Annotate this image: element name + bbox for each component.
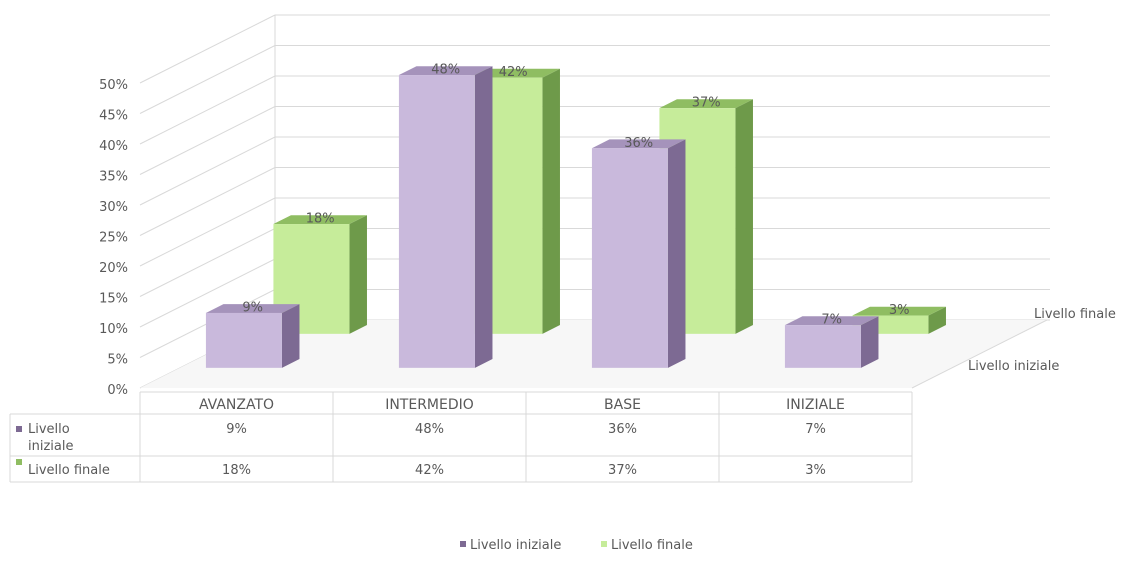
y-tick-label: 20%	[99, 261, 128, 276]
depth-axis-label: Livello iniziale	[968, 359, 1059, 374]
gridline-side	[139, 45, 276, 114]
bar-side	[735, 99, 753, 334]
y-tick-label: 10%	[99, 322, 128, 337]
x-tick-label: INTERMEDIO	[385, 397, 474, 413]
y-tick-label: 0%	[107, 383, 128, 398]
table-cell: 37%	[608, 463, 637, 478]
table-cell: 18%	[222, 463, 251, 478]
bar-top	[784, 316, 879, 326]
gridline-side	[139, 14, 276, 84]
y-tick-label: 45%	[99, 109, 128, 124]
bar-top	[591, 139, 686, 149]
data-label: 36%	[624, 136, 653, 151]
data-label: 37%	[692, 96, 721, 111]
row-header: iniziale	[28, 439, 73, 454]
table-cell: 7%	[805, 422, 826, 437]
bar-side	[349, 215, 367, 334]
bar-side	[860, 316, 879, 368]
x-tick-label: BASE	[604, 397, 641, 413]
y-tick-label: 5%	[107, 353, 128, 368]
legend-key-finale	[16, 459, 22, 465]
bar	[398, 75, 475, 368]
gridline-side	[139, 197, 276, 267]
data-label: 48%	[431, 63, 460, 78]
gridline-side	[139, 106, 276, 175]
x-tick-label: AVANZATO	[199, 397, 274, 413]
floor-edge-right	[911, 319, 1048, 389]
bar-top	[659, 99, 753, 109]
y-tick-label: 50%	[99, 78, 128, 93]
bar	[205, 312, 282, 368]
table-cell: 48%	[415, 422, 444, 437]
table-cell: 3%	[805, 463, 826, 478]
legend-label: Livello finale	[611, 538, 693, 553]
gridline-side	[139, 167, 276, 236]
legend-label: Livello iniziale	[470, 538, 561, 553]
table-cell: 42%	[415, 463, 444, 478]
data-label: 7%	[821, 313, 842, 328]
bar	[591, 148, 668, 368]
gridline-side	[139, 75, 276, 145]
legend-key-iniziale	[16, 426, 22, 432]
x-tick-label: INIZIALE	[786, 397, 845, 413]
y-tick-label: 30%	[99, 200, 128, 215]
gridline-side	[139, 228, 276, 297]
bar-top	[273, 215, 367, 225]
legend-swatch	[601, 541, 607, 547]
gridline-side	[139, 136, 276, 206]
data-label: 42%	[499, 65, 528, 80]
bar	[784, 325, 861, 368]
depth-axis-label: Livello finale	[1034, 307, 1116, 322]
legend-swatch	[460, 541, 466, 547]
bar-top	[398, 66, 493, 76]
bar-side	[667, 139, 686, 368]
row-header: Livello	[28, 422, 70, 437]
gridline-side	[139, 258, 276, 328]
bar-top	[852, 306, 946, 316]
data-label: 9%	[242, 301, 263, 316]
y-tick-label: 25%	[99, 231, 128, 246]
table-cell: 36%	[608, 422, 637, 437]
table-cell: 9%	[226, 422, 247, 437]
bar-side	[542, 68, 560, 334]
y-tick-label: 35%	[99, 170, 128, 185]
data-label: 3%	[889, 303, 910, 318]
data-label: 18%	[306, 212, 335, 227]
y-tick-label: 40%	[99, 139, 128, 154]
bar-side	[281, 304, 300, 368]
bar-side	[928, 306, 946, 334]
y-tick-label: 15%	[99, 292, 128, 307]
bar-side	[474, 66, 493, 368]
bar-top	[205, 304, 300, 313]
row-header: Livello finale	[28, 463, 110, 478]
